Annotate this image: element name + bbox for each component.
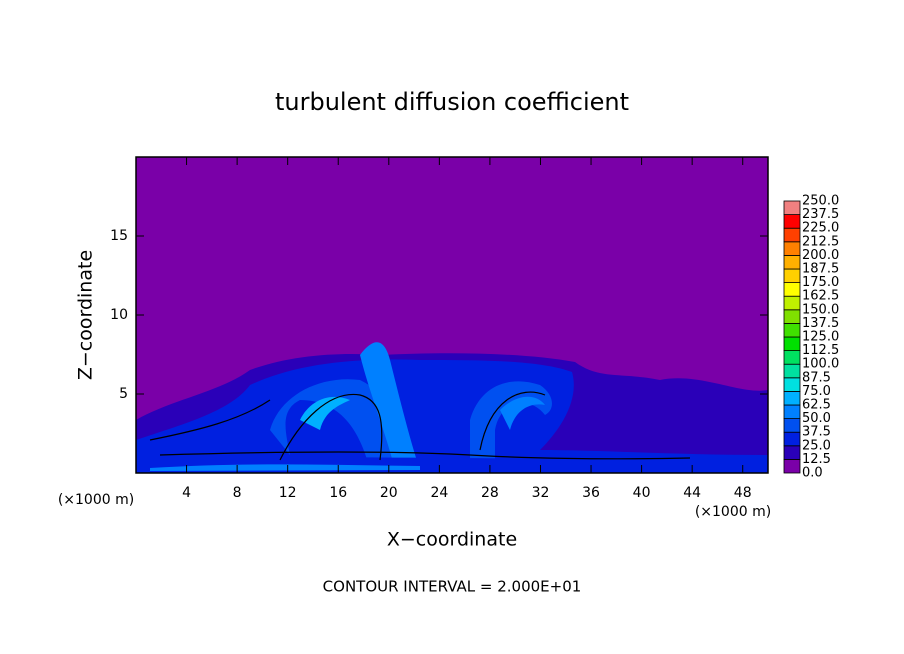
contour-line	[279, 393, 383, 461]
chart-title: turbulent diffusion coefficient	[275, 88, 629, 116]
colorbar-label: 0.0	[802, 466, 823, 481]
colorbar-label: 250.0	[802, 194, 839, 209]
colorbar-label: 150.0	[802, 302, 839, 317]
field-region	[150, 464, 420, 471]
colorbar-label: 175.0	[802, 275, 839, 290]
colorbar-label: 100.0	[802, 357, 839, 372]
colorbar-cell	[783, 254, 801, 270]
colorbar-label: 200.0	[802, 248, 839, 263]
x-tick-label: 12	[279, 485, 297, 501]
colorbar-label: 112.5	[802, 343, 839, 358]
colorbar-label: 137.5	[802, 316, 839, 331]
y-axis-label: Z−coordinate	[75, 250, 97, 380]
colorbar-cell	[783, 404, 801, 420]
y-tick-label: 15	[110, 228, 128, 244]
y-tick-label: 10	[110, 307, 128, 323]
x-tick-label: 20	[380, 485, 398, 501]
colorbar-label: 62.5	[802, 398, 831, 413]
colorbar-label: 162.5	[802, 289, 839, 304]
x-tick-label: 24	[430, 485, 448, 501]
colorbar-cell	[783, 322, 801, 338]
colorbar-label: 12.5	[802, 452, 831, 467]
colorbar-label: 225.0	[802, 221, 839, 236]
colorbar-cell	[783, 227, 801, 243]
x-tick-label: 44	[683, 485, 701, 501]
colorbar-cell	[783, 418, 801, 433]
colorbar-cell	[783, 350, 801, 365]
colorbar-cell	[783, 363, 801, 379]
field-region	[136, 359, 768, 473]
colorbar-cell	[783, 336, 801, 352]
contour-line	[149, 399, 271, 441]
colorbar-label: 125.0	[802, 330, 839, 345]
colorbar-cell	[783, 295, 801, 311]
colorbar-label: 37.5	[802, 425, 831, 440]
field-region	[300, 396, 350, 430]
colorbar-label: 50.0	[802, 411, 831, 426]
colorbar-label: 187.5	[802, 262, 839, 277]
colorbar-cell	[783, 458, 801, 474]
y-unit: (×1000 m)	[695, 504, 771, 520]
x-tick-label: 32	[532, 485, 550, 501]
colorbar-label: 75.0	[802, 384, 831, 399]
x-unit: (×1000 m)	[58, 492, 134, 508]
colorbar-cell	[783, 445, 801, 460]
x-tick-label: 40	[633, 485, 651, 501]
field-region	[360, 342, 420, 470]
x-tick-label: 4	[182, 485, 191, 501]
x-tick-label: 36	[582, 485, 600, 501]
colorbar-cell	[783, 282, 801, 297]
colorbar-cell	[783, 241, 801, 256]
x-tick-label: 8	[233, 485, 242, 501]
field	[136, 157, 768, 473]
colorbar-label: 87.5	[802, 370, 831, 385]
y-tick-label: 5	[119, 386, 128, 402]
field-region	[500, 396, 545, 430]
colorbar-cell	[783, 431, 801, 447]
colorbar-cell	[783, 377, 801, 392]
field-region	[270, 379, 397, 470]
contour-line	[479, 391, 546, 451]
colorbar-cell	[783, 214, 801, 229]
colorbar-cell	[783, 390, 801, 406]
footer: CONTOUR INTERVAL = 2.000E+01	[323, 578, 582, 596]
colorbar-label: 25.0	[802, 438, 831, 453]
colorbar-cell	[783, 309, 801, 324]
x-tick-label: 28	[481, 485, 499, 501]
colorbar-label: 237.5	[802, 207, 839, 222]
contour-line	[159, 451, 691, 460]
colorbar-label: 212.5	[802, 234, 839, 249]
colorbar-cell	[783, 268, 801, 284]
x-tick-label: 48	[734, 485, 752, 501]
x-axis-label: X−coordinate	[387, 529, 517, 551]
colorbar-cell	[783, 200, 801, 216]
x-tick-label: 16	[329, 485, 347, 501]
